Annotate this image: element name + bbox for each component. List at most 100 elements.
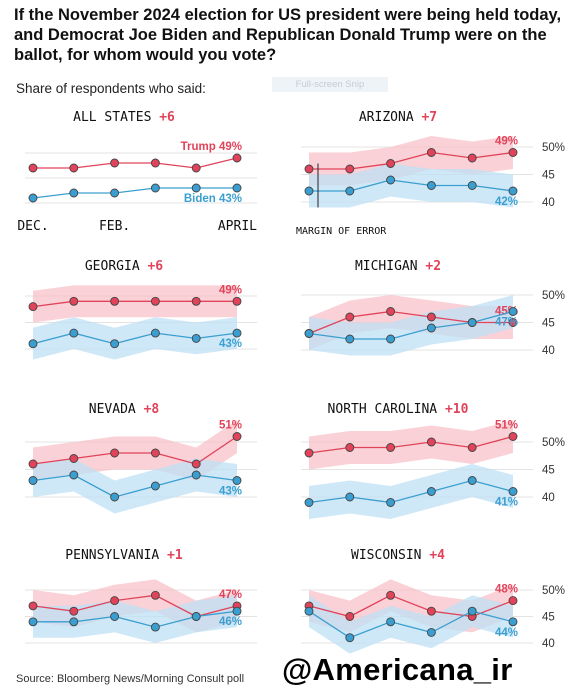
wisconsin-trump-point xyxy=(345,612,355,621)
michigan-biden-point xyxy=(467,318,477,327)
trump-margin: +10 xyxy=(445,402,469,417)
north-carolina-trump-point xyxy=(345,443,355,452)
michigan-biden-point xyxy=(386,334,396,344)
pennsylvania-biden-end-label: 46% xyxy=(219,616,242,628)
y-tick-label: 40 xyxy=(542,492,555,504)
arizona-trump-point xyxy=(508,148,518,157)
all-states-biden-point xyxy=(150,183,160,193)
all-states-trump-point xyxy=(69,163,79,173)
source-note: Source: Bloomberg News/Morning Consult p… xyxy=(16,673,245,685)
all-states-biden-point xyxy=(28,193,38,203)
michigan-biden-error-band xyxy=(309,295,513,356)
michigan-trump-point xyxy=(345,312,355,322)
georgia-biden-point xyxy=(232,328,242,338)
all-states-trump-end-label: Trump 49% xyxy=(181,141,242,153)
wisconsin-biden-error-band xyxy=(309,595,513,654)
michigan-trump-point xyxy=(386,307,396,316)
nevada-trump-point xyxy=(69,454,79,463)
chart-subtitle: Share of respondents who said: xyxy=(16,81,206,96)
state-name: NEVADA xyxy=(89,402,144,417)
nevada-trump-point xyxy=(232,432,242,441)
all-states-biden-point xyxy=(69,188,79,198)
arizona-biden-point xyxy=(467,181,477,190)
y-tick-label: 40 xyxy=(542,638,555,650)
pennsylvania-biden-point xyxy=(28,617,38,627)
wisconsin-biden-line xyxy=(308,610,514,639)
y-tick-label: 50% xyxy=(542,142,565,154)
state-title: WISCONSIN +4 xyxy=(351,548,445,563)
michigan-biden-end-label: 47% xyxy=(495,317,518,329)
michigan-trump-point xyxy=(508,318,518,327)
nevada-biden-point xyxy=(191,470,201,480)
arizona-biden-point xyxy=(345,186,355,196)
pennsylvania-trump-point xyxy=(150,590,160,600)
all-states-trump-point xyxy=(150,158,160,168)
michigan-biden-line xyxy=(308,310,514,340)
pennsylvania-trump-point xyxy=(69,606,79,616)
all-states-trump-point xyxy=(232,153,242,163)
nevada-biden-end-label: 43% xyxy=(219,486,242,498)
pennsylvania-biden-point xyxy=(69,617,79,627)
trump-margin: +6 xyxy=(147,259,163,274)
georgia-trump-end-label: 49% xyxy=(219,284,242,296)
georgia-biden-point xyxy=(69,328,79,338)
state-name: ARIZONA xyxy=(359,110,422,125)
north-carolina-biden-point xyxy=(304,498,314,507)
wisconsin-trump-point xyxy=(508,596,518,606)
north-carolina-biden-point xyxy=(467,476,477,485)
north-carolina-trump-point xyxy=(426,437,436,447)
nevada-trump-point xyxy=(150,448,160,458)
all-states-trump-line xyxy=(33,157,238,169)
michigan-biden-point xyxy=(304,329,314,338)
x-tick-label: DEC. xyxy=(17,219,48,234)
wisconsin-biden-point xyxy=(386,617,396,627)
georgia-trump-error-band xyxy=(33,285,237,323)
pennsylvania-biden-point xyxy=(150,622,160,632)
pennsylvania-trump-point xyxy=(110,596,120,606)
wisconsin-biden-point xyxy=(426,627,436,637)
trump-margin: +2 xyxy=(425,259,441,274)
x-tick-label: APRIL xyxy=(218,219,257,234)
state-title: NORTH CAROLINA +10 xyxy=(328,402,469,417)
arizona-biden-point xyxy=(426,181,436,190)
north-carolina-biden-end-label: 41% xyxy=(495,497,518,509)
pennsylvania-biden-line xyxy=(33,610,238,628)
y-tick-label: 50% xyxy=(542,290,565,302)
state-name: WISCONSIN xyxy=(351,548,429,563)
nevada-biden-point xyxy=(232,476,242,485)
north-carolina-trump-point xyxy=(386,443,396,452)
nevada-biden-point xyxy=(110,492,120,502)
north-carolina-biden-point xyxy=(426,487,436,496)
nevada-trump-point xyxy=(110,448,120,458)
state-name: ALL STATES xyxy=(73,110,159,125)
all-states-biden-end-label: Biden 43% xyxy=(184,193,242,205)
margin-of-error-label: MARGIN OF ERROR xyxy=(296,226,387,237)
wisconsin-biden-point xyxy=(304,606,314,616)
nevada-trump-end-label: 51% xyxy=(219,420,242,432)
north-carolina-trump-point xyxy=(304,448,314,458)
state-title: ALL STATES +6 xyxy=(73,110,175,125)
state-name: GEORGIA xyxy=(85,259,148,274)
nevada-trump-line xyxy=(32,435,238,465)
nevada-biden-line xyxy=(32,474,238,498)
georgia-biden-point xyxy=(150,328,160,338)
wisconsin-trump-point xyxy=(426,606,436,616)
pennsylvania-trump-point xyxy=(28,601,38,611)
georgia-trump-point xyxy=(232,296,242,306)
state-name: NORTH CAROLINA xyxy=(328,402,445,417)
arizona-biden-point xyxy=(304,186,314,196)
georgia-trump-point xyxy=(110,296,120,306)
north-carolina-trump-end-label: 51% xyxy=(495,420,518,432)
arizona-trump-line xyxy=(309,151,514,170)
north-carolina-trump-line xyxy=(308,435,514,454)
pennsylvania-biden-error-band xyxy=(33,595,237,643)
north-carolina-biden-point xyxy=(508,487,518,496)
all-states-trump-point xyxy=(191,163,201,173)
pennsylvania-trump-line xyxy=(32,594,238,618)
all-states-biden-point xyxy=(110,188,120,198)
wisconsin-trump-point xyxy=(386,590,396,600)
trump-margin: +4 xyxy=(429,548,445,563)
arizona-biden-point xyxy=(508,186,518,196)
arizona-trump-point xyxy=(345,164,355,174)
georgia-biden-point xyxy=(191,333,201,343)
